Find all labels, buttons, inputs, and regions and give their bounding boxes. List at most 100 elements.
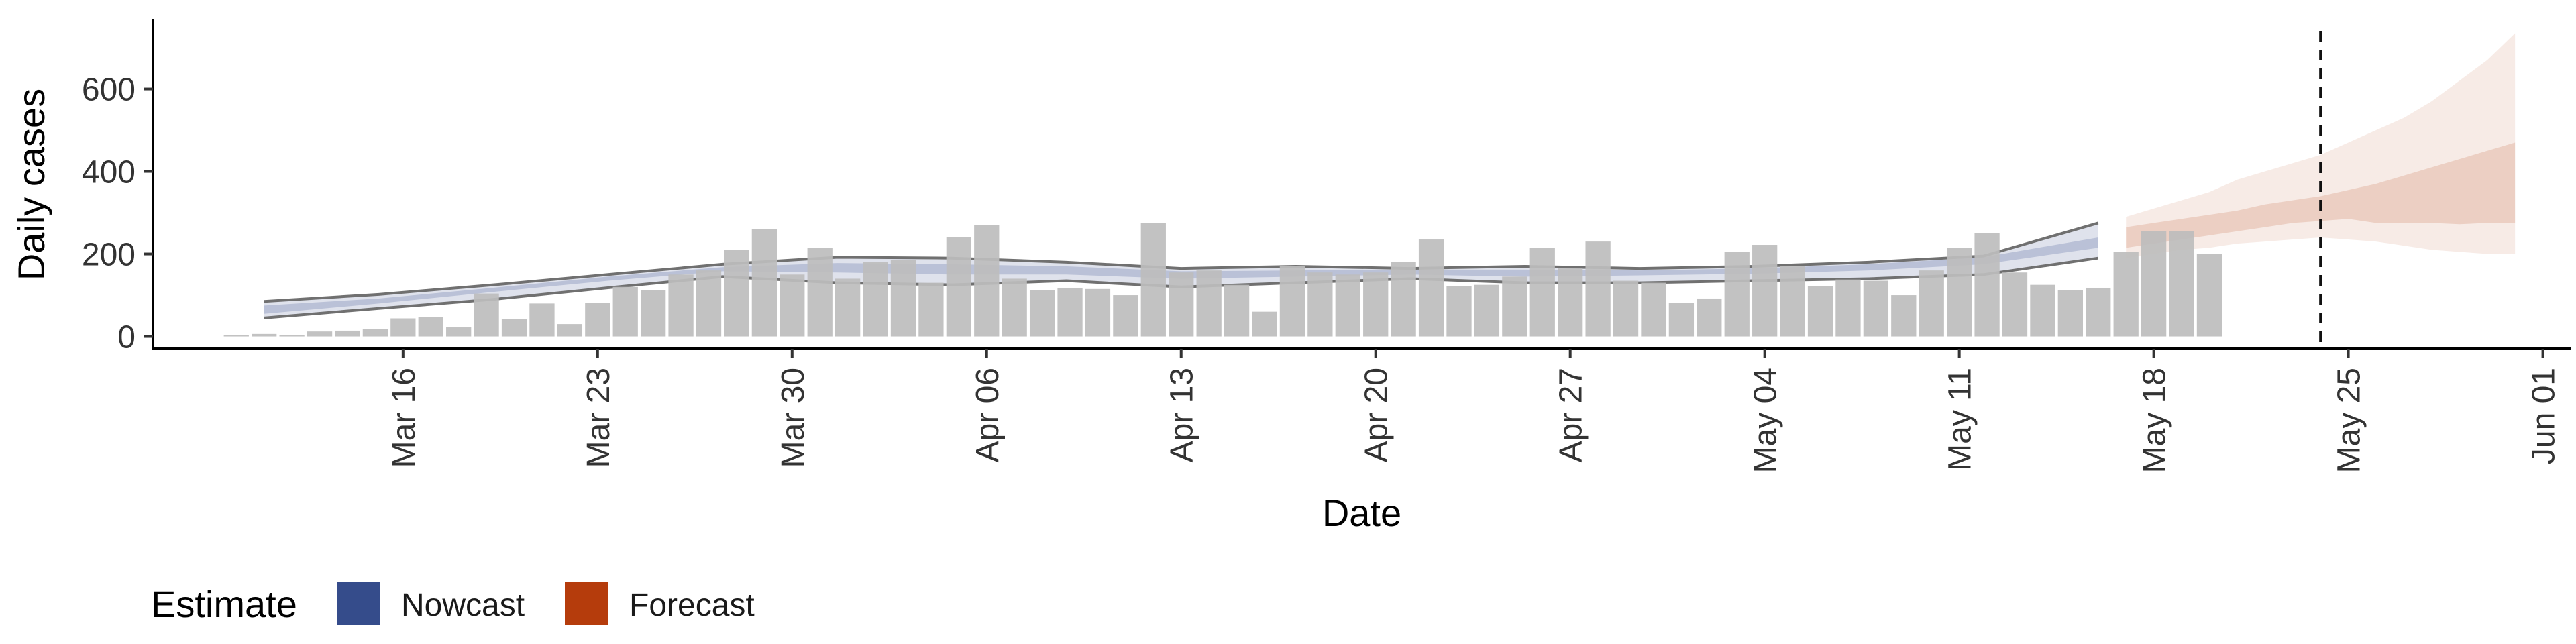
- daily-case-bar: [585, 303, 610, 337]
- legend: Estimate Nowcast Forecast: [151, 582, 755, 625]
- daily-case-bar: [2196, 254, 2222, 337]
- daily-case-bar: [1724, 252, 1750, 337]
- daily-case-bar: [1224, 284, 1250, 337]
- daily-case-bar: [807, 248, 833, 337]
- x-axis-title: Date: [1322, 492, 1401, 534]
- x-tick-label: Mar 16: [386, 368, 422, 468]
- daily-case-bar: [946, 237, 971, 337]
- x-tick-label: Apr 06: [970, 368, 1006, 462]
- x-tick-label: May 04: [1748, 368, 1784, 473]
- daily-case-bar: [1529, 248, 1555, 337]
- daily-case-bar: [1668, 303, 1695, 337]
- daily-case-bar: [1835, 279, 1861, 337]
- daily-case-bar: [335, 330, 360, 337]
- daily-case-bar: [835, 278, 861, 337]
- daily-case-bar: [390, 318, 416, 337]
- nowcast-outer-band: [264, 223, 2098, 318]
- daily-case-bar: [1391, 262, 1416, 337]
- daily-case-bar: [1085, 288, 1111, 337]
- y-tick-label: 200: [82, 237, 136, 273]
- daily-case-bar: [1558, 268, 1583, 337]
- daily-case-bar: [2141, 231, 2167, 337]
- daily-case-bar: [223, 335, 249, 337]
- daily-case-bar: [696, 270, 722, 337]
- daily-case-bar: [1335, 274, 1360, 337]
- daily-case-bar: [1418, 239, 1444, 337]
- daily-case-bar: [418, 317, 443, 337]
- daily-case-bar: [780, 274, 805, 337]
- axes: 0 200 400 600 Mar 16 Mar 23 Mar 30 Apr 06 Apr 1…: [82, 19, 2571, 473]
- x-tick-label: Apr 27: [1554, 368, 1589, 462]
- daily-case-bar: [1697, 298, 1722, 337]
- daily-case-bar: [612, 286, 638, 337]
- legend-swatch-nowcast: [337, 582, 380, 625]
- daily-case-bar: [1446, 286, 1472, 337]
- daily-case-bar: [918, 282, 944, 337]
- daily-case-bar: [974, 225, 1000, 337]
- y-tick-label: 600: [82, 72, 136, 108]
- daily-case-bar: [1780, 266, 1805, 337]
- daily-case-bar: [2169, 231, 2194, 337]
- daily-case-bar: [1807, 286, 1833, 337]
- legend-label-forecast: Forecast: [629, 588, 755, 623]
- daily-case-bar: [529, 303, 555, 337]
- legend-label-nowcast: Nowcast: [401, 588, 525, 623]
- daily-case-bar: [1891, 295, 1917, 337]
- daily-case-bar: [501, 319, 527, 337]
- daily-case-bar: [1279, 266, 1305, 337]
- daily-case-bar: [1641, 282, 1666, 337]
- daily-case-bar: [362, 329, 388, 337]
- x-tick-label: Mar 30: [775, 368, 811, 468]
- daily-case-bar: [1057, 287, 1083, 337]
- legend-title: Estimate: [151, 583, 297, 625]
- daily-case-bar: [1196, 270, 1222, 337]
- daily-case-bar: [2086, 287, 2111, 337]
- daily-case-bar: [1947, 248, 1972, 337]
- daily-case-bar: [2002, 272, 2028, 337]
- daily-case-bar: [557, 324, 583, 337]
- daily-case-bar: [1140, 223, 1166, 337]
- daily-case-bar: [2030, 284, 2055, 337]
- daily-case-bar: [1585, 241, 1611, 337]
- legend-swatch-forecast: [565, 582, 608, 625]
- daily-case-bar: [1863, 280, 1889, 337]
- y-axis-title: Daily cases: [10, 89, 52, 280]
- daily-case-bar: [1474, 284, 1500, 337]
- daily-case-bar: [1363, 272, 1389, 337]
- daily-case-bar: [724, 250, 749, 337]
- x-tick-label: May 25: [2332, 368, 2367, 473]
- forecast-inner-band: [2126, 142, 2516, 248]
- daily-case-bar: [279, 335, 305, 337]
- daily-case-bar: [668, 274, 694, 337]
- daily-case-bar: [1502, 276, 1527, 337]
- y-tick-label: 0: [117, 320, 136, 356]
- x-tick-label: Mar 23: [581, 368, 616, 468]
- daily-case-bar: [1252, 311, 1277, 337]
- forecast-outer-band: [2126, 33, 2516, 258]
- x-axis-ticks: Mar 16 Mar 23 Mar 30 Apr 06 Apr 13 Apr 20 Apr …: [386, 349, 2562, 473]
- daily-case-bar: [1974, 233, 2000, 337]
- daily-case-bar: [446, 327, 472, 337]
- nowcast-upper-edge: [264, 221, 2099, 303]
- x-tick-label: May 18: [2137, 368, 2173, 473]
- daily-case-bar: [863, 262, 888, 337]
- daily-case-bar: [1307, 272, 1333, 337]
- daily-case-bar: [1919, 270, 1944, 337]
- daily-case-bar: [1002, 278, 1027, 337]
- daily-case-bars: [223, 223, 2222, 337]
- daily-case-bar: [1113, 295, 1138, 337]
- daily-case-bar: [641, 290, 666, 337]
- y-tick-label: 400: [82, 155, 136, 191]
- daily-case-bar: [1613, 280, 1639, 337]
- x-tick-label: Apr 20: [1359, 368, 1395, 462]
- daily-case-bar: [751, 229, 777, 337]
- daily-case-bar: [1029, 290, 1055, 337]
- daily-case-bar: [474, 293, 499, 337]
- daily-case-bar: [1752, 245, 1778, 337]
- daily-case-bar: [2057, 290, 2083, 337]
- x-tick-label: Apr 13: [1165, 368, 1200, 462]
- daily-case-bar: [1169, 272, 1194, 337]
- x-tick-label: May 11: [1943, 368, 1978, 471]
- y-axis-ticks: 0 200 400 600: [82, 72, 153, 356]
